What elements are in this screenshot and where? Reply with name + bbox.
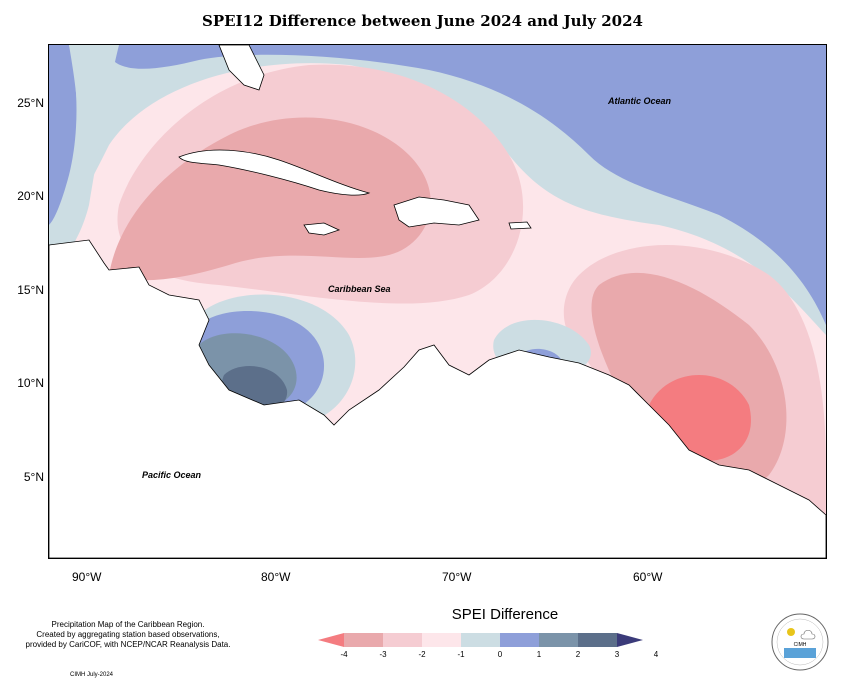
legend-label: -2 — [418, 650, 426, 659]
legend-swatch — [422, 633, 461, 647]
west-light-blue-zone — [49, 45, 119, 275]
logo-text: CIMH — [794, 642, 807, 648]
cuba — [178, 149, 371, 196]
legend-swatch — [344, 633, 383, 647]
legend-swatch — [539, 633, 578, 647]
credit-footer: CIMH July-2024 — [70, 672, 114, 678]
cimh-logo: CIMH — [771, 613, 829, 671]
credit-line-3: provided by CariCOF, with NCEP/NCAR Rean… — [25, 640, 231, 649]
land-masses — [49, 45, 826, 558]
lon-label-90: 90°W — [72, 570, 102, 584]
cloud-icon — [800, 629, 816, 640]
lat-label-20: 20°N — [17, 189, 44, 203]
lat-label-5: 5°N — [23, 470, 44, 484]
credit-line-1: Precipitation Map of the Caribbean Regio… — [51, 620, 205, 629]
legend-swatch-low — [318, 633, 344, 647]
lat-label-15: 15°N — [17, 283, 44, 297]
puerto-rico — [508, 221, 532, 230]
lon-label-60: 60°W — [633, 570, 663, 584]
legend-label: 2 — [575, 650, 581, 659]
spei-map — [48, 44, 827, 559]
legend-swatch — [461, 633, 500, 647]
map-canvas — [49, 45, 826, 558]
atlantic-ocean-label: Atlantic Ocean — [608, 96, 672, 106]
credit-text: Precipitation Map of the Caribbean Regio… — [8, 620, 248, 650]
legend-label: 4 — [653, 650, 659, 659]
legend-swatch — [578, 633, 617, 647]
west-blue-zone — [49, 45, 77, 225]
legend-label: 1 — [536, 650, 542, 659]
lon-label-80: 80°W — [261, 570, 291, 584]
mainland — [49, 239, 826, 558]
hispaniola — [393, 196, 480, 228]
lat-label-10: 10°N — [17, 376, 44, 390]
legend-swatch-high — [617, 633, 643, 647]
legend-label: -1 — [457, 650, 465, 659]
legend-colorbar — [318, 633, 643, 647]
legend-swatch — [500, 633, 539, 647]
lat-label-25: 25°N — [17, 96, 44, 110]
lon-label-70: 70°W — [442, 570, 472, 584]
map-title: SPEI12 Difference between June 2024 and … — [202, 12, 643, 30]
water-icon — [784, 648, 816, 658]
atlantic-blue-zone — [109, 45, 826, 325]
sun-icon — [787, 628, 795, 636]
credit-line-2: Created by aggregating station based obs… — [36, 630, 220, 639]
legend-title: SPEI Difference — [451, 606, 559, 623]
legend-label: 0 — [497, 650, 503, 659]
legend-label: -3 — [379, 650, 387, 659]
jamaica — [303, 222, 341, 236]
florida — [218, 45, 265, 91]
legend-label: 3 — [614, 650, 620, 659]
cuba-dark-pink-zone — [109, 117, 431, 281]
caribbean-sea-label: Caribbean Sea — [328, 284, 391, 294]
legend-swatch — [383, 633, 422, 647]
pacific-ocean-label: Pacific Ocean — [142, 470, 202, 480]
legend-label: -4 — [340, 650, 348, 659]
